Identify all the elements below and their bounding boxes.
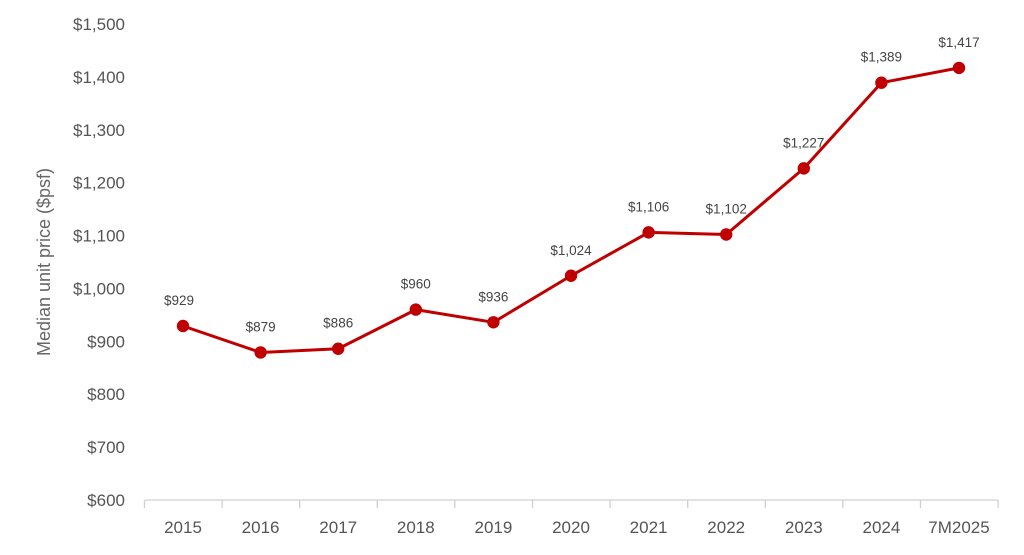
x-tick-label: 2019 bbox=[474, 518, 512, 537]
data-labels: $929 $879 $886 $960 $936 $1,024 $1,106 $1,102 $1… bbox=[164, 35, 980, 335]
data-point bbox=[720, 228, 733, 241]
data-point bbox=[487, 316, 500, 329]
data-point bbox=[875, 76, 888, 89]
y-tick-label: $1,300 bbox=[73, 121, 125, 140]
x-tick-label: 2020 bbox=[552, 518, 590, 537]
data-point bbox=[564, 269, 578, 282]
data-label: $1,227 bbox=[783, 135, 824, 150]
data-point bbox=[176, 319, 190, 333]
y-tick-label: $1,400 bbox=[73, 68, 125, 87]
data-label: $1,417 bbox=[938, 35, 979, 50]
x-axis bbox=[143, 499, 999, 508]
data-point bbox=[642, 226, 655, 239]
data-label: $1,389 bbox=[861, 50, 902, 65]
series-line bbox=[181, 66, 961, 354]
y-tick-label: $700 bbox=[87, 438, 125, 457]
x-tick-label: 2024 bbox=[862, 518, 900, 537]
data-label: $929 bbox=[164, 293, 194, 308]
data-point bbox=[952, 61, 966, 75]
data-label: $936 bbox=[478, 289, 508, 304]
x-tick-label: 2021 bbox=[630, 518, 668, 537]
y-tick-label: $900 bbox=[87, 332, 125, 351]
x-tick-label: 7M2025 bbox=[928, 518, 989, 537]
series-lines bbox=[181, 66, 961, 354]
y-axis-ticks: $600 $700 $800 $900 $1,000 $1,100 $1,200 $1,300… bbox=[73, 15, 125, 510]
x-axis-ticks: 2015 2016 2017 2018 2019 2020 2021 2022 2023 2024… bbox=[164, 518, 990, 537]
data-point bbox=[332, 342, 345, 355]
x-tick-label: 2022 bbox=[707, 518, 745, 537]
data-label: $1,102 bbox=[706, 201, 747, 216]
y-tick-label: $1,000 bbox=[73, 279, 125, 298]
series-points bbox=[176, 61, 966, 359]
data-point bbox=[409, 303, 422, 316]
x-tick-label: 2023 bbox=[785, 518, 823, 537]
x-tick-label: 2015 bbox=[164, 518, 202, 537]
data-point bbox=[254, 346, 267, 359]
y-axis-title: Median unit price ($psf) bbox=[34, 168, 54, 356]
x-tick-label: 2018 bbox=[397, 518, 435, 537]
y-tick-label: $1,100 bbox=[73, 227, 125, 246]
y-tick-label: $800 bbox=[87, 385, 125, 404]
data-label: $1,106 bbox=[628, 199, 669, 214]
y-tick-label: $600 bbox=[87, 491, 125, 510]
x-tick-label: 2017 bbox=[319, 518, 357, 537]
x-tick-label: 2016 bbox=[242, 518, 280, 537]
data-label: $960 bbox=[401, 277, 431, 292]
y-tick-label: $1,200 bbox=[73, 174, 125, 193]
data-label: $879 bbox=[246, 319, 276, 334]
data-label: $886 bbox=[323, 316, 353, 331]
y-tick-label: $1,500 bbox=[73, 15, 125, 34]
data-label: $1,024 bbox=[550, 243, 592, 258]
data-point bbox=[797, 162, 810, 175]
